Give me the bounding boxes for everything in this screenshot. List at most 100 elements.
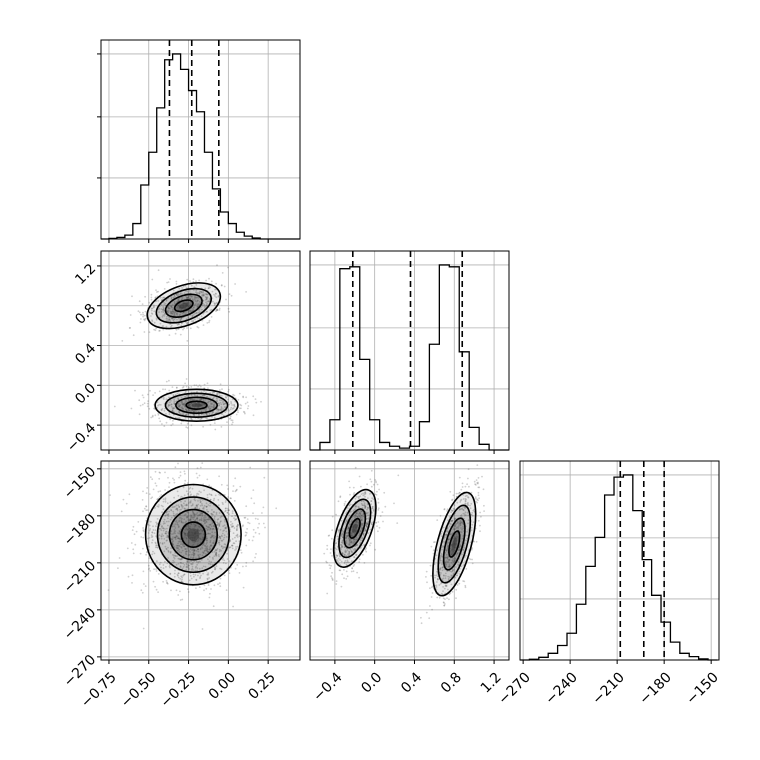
sample-point: [204, 299, 207, 301]
sample-point: [215, 296, 218, 299]
sample-point: [194, 295, 196, 298]
sample-point: [360, 514, 363, 517]
sample-point: [360, 518, 362, 521]
sample-point: [344, 550, 346, 553]
sample-point: [177, 328, 180, 330]
sample-point: [366, 526, 368, 528]
sample-point: [173, 546, 176, 548]
sample-point: [374, 548, 377, 551]
sample-point: [353, 509, 356, 511]
sample-point: [476, 482, 478, 484]
sample-point: [371, 497, 373, 499]
sample-point: [364, 505, 367, 508]
sample-point: [209, 502, 211, 504]
sample-point: [241, 525, 244, 528]
sample-point: [436, 570, 438, 573]
sample-point: [171, 312, 174, 315]
density-fill-level-4: [191, 403, 202, 408]
sample-point: [352, 486, 355, 489]
sample-point: [173, 531, 176, 534]
sample-point: [170, 305, 173, 308]
sample-point: [443, 537, 445, 540]
sample-point: [362, 492, 364, 495]
sample-point: [168, 379, 170, 382]
sample-point: [218, 582, 221, 585]
sample-point: [359, 516, 362, 519]
sample-point: [445, 534, 448, 537]
sample-point: [142, 530, 145, 533]
sample-point: [205, 413, 208, 415]
sample-point: [193, 414, 196, 417]
sample-point: [161, 511, 164, 514]
sample-point: [353, 556, 356, 559]
density-fill-level-4: [187, 528, 200, 541]
sample-point: [236, 488, 238, 491]
sample-point: [158, 537, 161, 540]
sample-point: [230, 524, 232, 526]
sample-point: [212, 513, 214, 516]
sample-point: [467, 496, 470, 499]
sample-point: [183, 532, 186, 535]
sample-point: [186, 560, 189, 563]
sample-point: [452, 572, 455, 575]
sample-point: [142, 315, 145, 318]
sample-point: [182, 408, 185, 410]
sample-point: [186, 322, 189, 325]
sample-point: [447, 538, 450, 541]
sample-point: [255, 401, 258, 404]
sample-point: [173, 294, 176, 297]
sample-point: [169, 310, 172, 313]
sample-point: [452, 528, 455, 530]
sample-point: [199, 553, 201, 556]
sample-point: [201, 403, 204, 406]
sample-point: [186, 482, 189, 485]
sample-point: [479, 530, 481, 533]
sample-point: [199, 418, 202, 421]
sample-point: [205, 527, 208, 530]
sample-point: [456, 584, 459, 586]
sample-point: [205, 545, 208, 548]
sample-point: [348, 526, 351, 528]
sample-point: [147, 564, 150, 567]
sample-point: [462, 535, 464, 537]
sample-point: [198, 529, 200, 532]
sample-point: [359, 539, 362, 542]
sample-point: [194, 499, 197, 502]
sample-point: [176, 300, 179, 303]
sample-point: [201, 462, 204, 464]
sample-point: [449, 570, 451, 573]
sample-point: [456, 536, 459, 539]
sample-point: [166, 539, 168, 542]
sample-point: [194, 518, 197, 521]
sample-point: [459, 499, 462, 502]
sample-point: [197, 296, 200, 299]
sample-point: [377, 509, 380, 511]
sample-point: [229, 415, 232, 418]
sample-point: [179, 318, 182, 321]
sample-point: [200, 532, 202, 535]
sample-point: [164, 302, 167, 305]
sample-point: [360, 514, 363, 517]
sample-point: [450, 533, 453, 536]
sample-point: [361, 517, 364, 519]
sample-point: [206, 537, 208, 539]
sample-point: [180, 521, 183, 523]
sample-point: [448, 576, 451, 578]
sample-point: [164, 501, 167, 503]
sample-point: [199, 537, 202, 540]
sample-point: [344, 546, 346, 549]
sample-point: [455, 527, 457, 530]
sample-point: [210, 280, 213, 283]
sample-point: [443, 568, 446, 571]
sample-point: [170, 424, 173, 427]
sample-point: [196, 394, 199, 397]
sample-point: [193, 401, 195, 404]
sample-point: [430, 545, 433, 548]
sample-point: [172, 506, 175, 508]
sample-point: [227, 398, 229, 401]
sample-point: [148, 557, 151, 560]
sample-point: [199, 538, 202, 541]
sample-point: [166, 310, 169, 313]
sample-point: [189, 560, 191, 563]
sample-point: [206, 550, 209, 553]
